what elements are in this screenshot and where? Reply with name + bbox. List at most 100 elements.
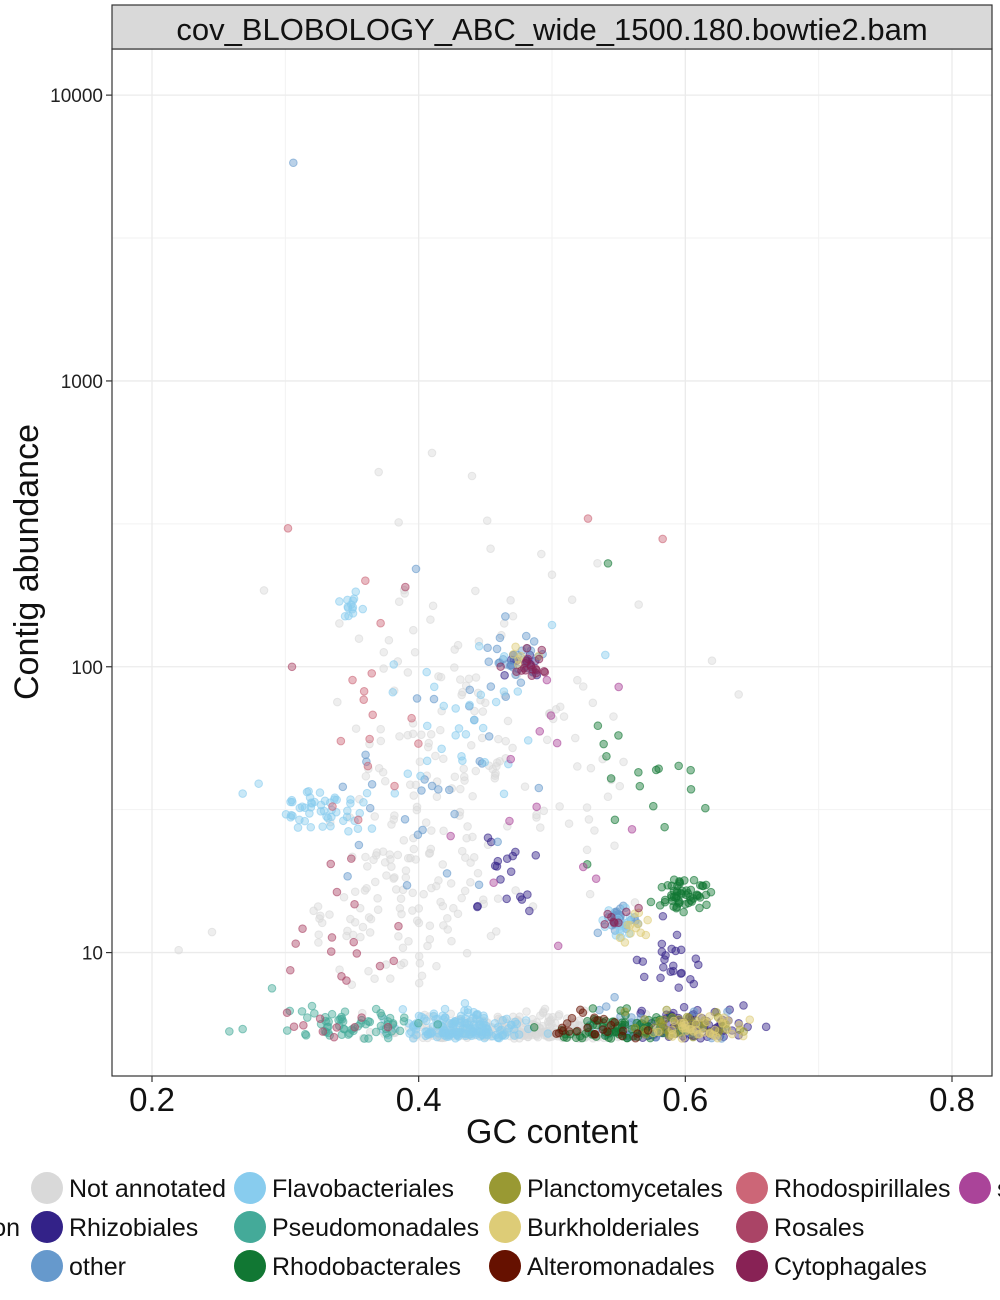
gridlines [112, 49, 992, 1076]
data-point [686, 765, 695, 775]
data-point [552, 738, 562, 748]
data-point [761, 1022, 771, 1032]
data-point [537, 549, 546, 559]
data-point [412, 694, 422, 703]
data-point [450, 772, 460, 782]
data-point [359, 798, 368, 807]
data-point [459, 764, 469, 774]
data-point [552, 1029, 561, 1038]
data-point [532, 813, 541, 822]
data-point [531, 850, 541, 860]
data-point [446, 879, 456, 888]
data-point [520, 782, 530, 791]
data-point [318, 1027, 328, 1036]
data-point [285, 965, 295, 975]
legend-key [31, 1172, 63, 1204]
data-point [610, 1018, 619, 1027]
data-point [380, 776, 390, 786]
data-point [293, 823, 303, 832]
data-point [372, 848, 382, 857]
data-point [593, 721, 603, 731]
data-point [338, 782, 348, 792]
data-point [486, 931, 496, 941]
data-point [358, 922, 368, 932]
data-point [677, 1034, 687, 1043]
data-point [393, 850, 403, 860]
data-point [327, 1009, 337, 1019]
data-point [409, 791, 419, 800]
data-point [422, 756, 432, 766]
series-9 [283, 514, 667, 825]
data-point [439, 826, 448, 836]
data-point [459, 772, 469, 782]
data-point [399, 1017, 409, 1026]
data-point [367, 669, 377, 678]
x-tick-label: 0.8 [929, 1081, 975, 1118]
data-point [501, 736, 510, 746]
data-point [601, 1002, 611, 1011]
data-point [343, 872, 352, 881]
data-point [446, 831, 455, 841]
data-point [450, 1017, 460, 1027]
data-point [343, 595, 352, 605]
data-point [414, 1018, 423, 1028]
data-point [627, 824, 637, 834]
data-point [534, 654, 544, 664]
data-point [439, 754, 448, 764]
data-point [499, 651, 509, 661]
x-tick-label: 0.4 [396, 1081, 442, 1118]
data-point [436, 672, 446, 682]
data-point [696, 1013, 705, 1022]
data-point [339, 1024, 348, 1034]
data-point [512, 667, 521, 677]
data-point [486, 682, 496, 691]
data-point [324, 1017, 333, 1026]
data-point [578, 1008, 588, 1017]
data-point [634, 768, 643, 777]
data-point [355, 903, 365, 913]
data-point [307, 1001, 317, 1011]
data-point [344, 611, 353, 621]
data-point [615, 927, 625, 936]
data-point [425, 921, 435, 930]
data-point [522, 1007, 531, 1016]
data-point [348, 609, 358, 618]
data-point [474, 641, 484, 651]
data-point [390, 781, 399, 791]
data-point [336, 1014, 345, 1024]
data-point [483, 833, 493, 842]
data-point [654, 1027, 663, 1037]
data-point [634, 600, 643, 609]
data-point [534, 783, 544, 793]
legend-label: Flavobacteriales [272, 1175, 454, 1203]
data-point [356, 932, 365, 942]
data-point [739, 1001, 748, 1010]
data-point [429, 1011, 439, 1021]
data-point [570, 733, 580, 743]
data-point [493, 894, 503, 903]
data-point [498, 1016, 508, 1025]
data-point [404, 937, 413, 946]
data-point [483, 643, 492, 653]
data-point [438, 901, 448, 911]
data-point [634, 903, 643, 913]
data-point [689, 1007, 699, 1016]
data-point [463, 1005, 473, 1015]
data-point [408, 719, 418, 728]
data-point [469, 1020, 479, 1029]
data-point [326, 947, 336, 956]
data-point [394, 597, 404, 606]
data-point [351, 587, 361, 596]
data-point [315, 788, 325, 797]
data-point [567, 1013, 577, 1023]
data-point [660, 955, 669, 964]
data-point [512, 1019, 522, 1029]
data-point [492, 644, 502, 654]
data-point [514, 1030, 524, 1039]
data-point [370, 974, 379, 984]
legend-key [31, 1250, 63, 1282]
data-point [583, 1016, 592, 1026]
data-point [437, 1021, 447, 1031]
data-point [442, 1032, 452, 1042]
data-point [451, 704, 460, 713]
